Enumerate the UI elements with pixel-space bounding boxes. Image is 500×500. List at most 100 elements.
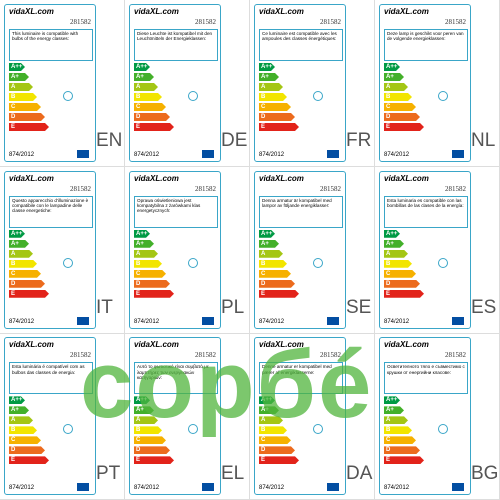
energy-class-bar: A+	[384, 73, 404, 81]
product-number: 281582	[320, 184, 341, 193]
brand: vidaXL.com	[9, 340, 54, 350]
energy-class-bar: D	[384, 280, 420, 288]
energy-class-bar: B	[134, 93, 162, 101]
language-code: BG	[471, 463, 499, 485]
brand: vidaXL.com	[384, 340, 429, 350]
energy-class-bar: C	[9, 103, 41, 111]
regulation: 874/2012	[259, 318, 285, 325]
energy-class-bar: D	[259, 113, 295, 121]
energy-class-bar: E	[9, 456, 49, 464]
brand: vidaXL.com	[9, 173, 54, 183]
eu-flag	[327, 483, 339, 492]
energy-class-bar: E	[9, 290, 49, 298]
bulb-icon	[438, 257, 448, 268]
label-cell: vidaXL.com 281582 This luminaire is compat…	[0, 0, 125, 167]
energy-class-bar: B	[9, 260, 37, 268]
energy-class-bar: B	[384, 426, 412, 434]
energy-class-bar: A++	[384, 230, 400, 238]
bulb-icon	[313, 91, 323, 101]
language-code: EN	[96, 130, 123, 151]
energy-class-bar: D	[134, 446, 170, 454]
energy-class-bar: C	[384, 103, 416, 111]
energy-label: vidaXL.com 281582 Αυτό το φωτιστικό είναι …	[129, 337, 221, 496]
brand: vidaXL.com	[134, 173, 179, 183]
energy-class-bar: A+	[9, 406, 29, 414]
product-number: 281582	[195, 351, 216, 360]
energy-class-bar: C	[9, 436, 41, 444]
energy-class-bar: A++	[259, 63, 275, 71]
energy-class-bar: E	[259, 123, 299, 131]
label-cell: vidaXL.com 281582 Осветителното тяло е съв…	[375, 333, 500, 500]
compat-text: Αυτό το φωτιστικό είναι συμβατό με λαμπτ…	[134, 362, 218, 395]
energy-class-bar: D	[9, 113, 45, 121]
energy-label: vidaXL.com 281582 Diese Leuchte ist kompat…	[129, 4, 221, 162]
regulation: 874/2012	[384, 152, 410, 158]
energy-class-bar: C	[384, 436, 416, 444]
eu-flag	[452, 316, 464, 325]
energy-class-bar: C	[259, 103, 291, 111]
language-code: DA	[346, 463, 373, 485]
eu-flag	[327, 316, 339, 325]
energy-class-bar: A++	[134, 396, 150, 404]
product-number: 281582	[70, 18, 91, 26]
energy-label: vidaXL.com 281582 Denne armatur er kompati…	[254, 337, 346, 496]
language-code: FR	[346, 130, 372, 151]
energy-class-bar: E	[384, 123, 424, 131]
energy-class-bar: A++	[134, 230, 150, 238]
compat-text: Deze lamp is geschikt voor peren van de …	[384, 29, 468, 61]
energy-class-bar: A	[134, 83, 158, 91]
energy-class-bar: A++	[9, 63, 25, 71]
bulb-icon	[63, 91, 73, 101]
energy-class-bar: C	[384, 270, 416, 278]
energy-label: vidaXL.com 281582 Denna armatur är kompati…	[254, 170, 346, 329]
energy-class-bar: C	[134, 270, 166, 278]
energy-class-bar: B	[9, 426, 37, 434]
energy-class-bar: C	[259, 436, 291, 444]
eu-flag	[202, 316, 214, 325]
compat-text: Questo apparecchio d'illuminazione è com…	[9, 195, 93, 228]
product-number: 281582	[445, 184, 466, 193]
product-number: 281582	[195, 18, 216, 26]
bulb-icon	[438, 91, 448, 101]
label-cell: vidaXL.com 281582 Diese Leuchte ist kompat…	[125, 0, 250, 167]
energy-class-bar: E	[259, 290, 299, 298]
energy-class-bar: A+	[134, 73, 154, 81]
regulation: 874/2012	[134, 485, 160, 492]
energy-label: vidaXL.com 281582 This luminaire is compat…	[4, 4, 96, 162]
brand: vidaXL.com	[259, 173, 304, 183]
regulation: 874/2012	[134, 318, 160, 325]
energy-class-bar: C	[134, 436, 166, 444]
compat-text: Ce luminaire est compatible avec les amp…	[259, 29, 343, 61]
label-cell: vidaXL.com 281582 Deze lamp is geschikt vo…	[375, 0, 500, 167]
energy-class-bar: A	[9, 250, 33, 258]
energy-class-bar: A++	[384, 63, 400, 71]
brand: vidaXL.com	[259, 7, 304, 16]
energy-class-bar: A	[384, 416, 408, 424]
bulb-icon	[438, 424, 448, 435]
product-number: 281582	[445, 18, 466, 26]
product-number: 281582	[70, 351, 91, 360]
regulation: 874/2012	[134, 152, 160, 158]
energy-class-bar: A+	[259, 406, 279, 414]
energy-label: vidaXL.com 281582 Осветителното тяло е съв…	[379, 337, 471, 496]
eu-flag	[452, 483, 464, 492]
energy-class-bar: D	[259, 280, 295, 288]
compat-text: This luminaire is compatible with bulbs …	[9, 29, 93, 61]
energy-class-bar: A+	[134, 406, 154, 414]
energy-class-bar: D	[134, 280, 170, 288]
language-code: ES	[471, 296, 497, 318]
regulation: 874/2012	[259, 485, 285, 492]
energy-class-bar: A++	[259, 230, 275, 238]
energy-class-bar: A	[134, 250, 158, 258]
energy-class-bar: B	[259, 260, 287, 268]
label-cell: vidaXL.com 281582 Denna armatur är kompati…	[250, 166, 375, 334]
energy-class-bar: A+	[134, 240, 154, 248]
energy-label: vidaXL.com 281582 Esta luminária é compatí…	[4, 337, 96, 496]
language-code: PL	[221, 296, 245, 318]
energy-class-bar: A+	[384, 240, 404, 248]
energy-class-bar: D	[384, 446, 420, 454]
energy-class-bar: A	[134, 416, 158, 424]
bulb-icon	[63, 424, 73, 435]
energy-class-bar: A	[384, 83, 408, 91]
energy-class-bar: C	[9, 270, 41, 278]
